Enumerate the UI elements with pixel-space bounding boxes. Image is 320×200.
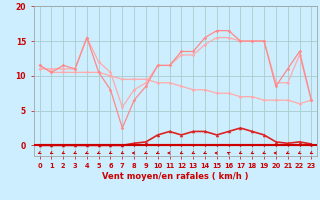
X-axis label: Vent moyen/en rafales ( km/h ): Vent moyen/en rafales ( km/h ): [102, 172, 249, 181]
